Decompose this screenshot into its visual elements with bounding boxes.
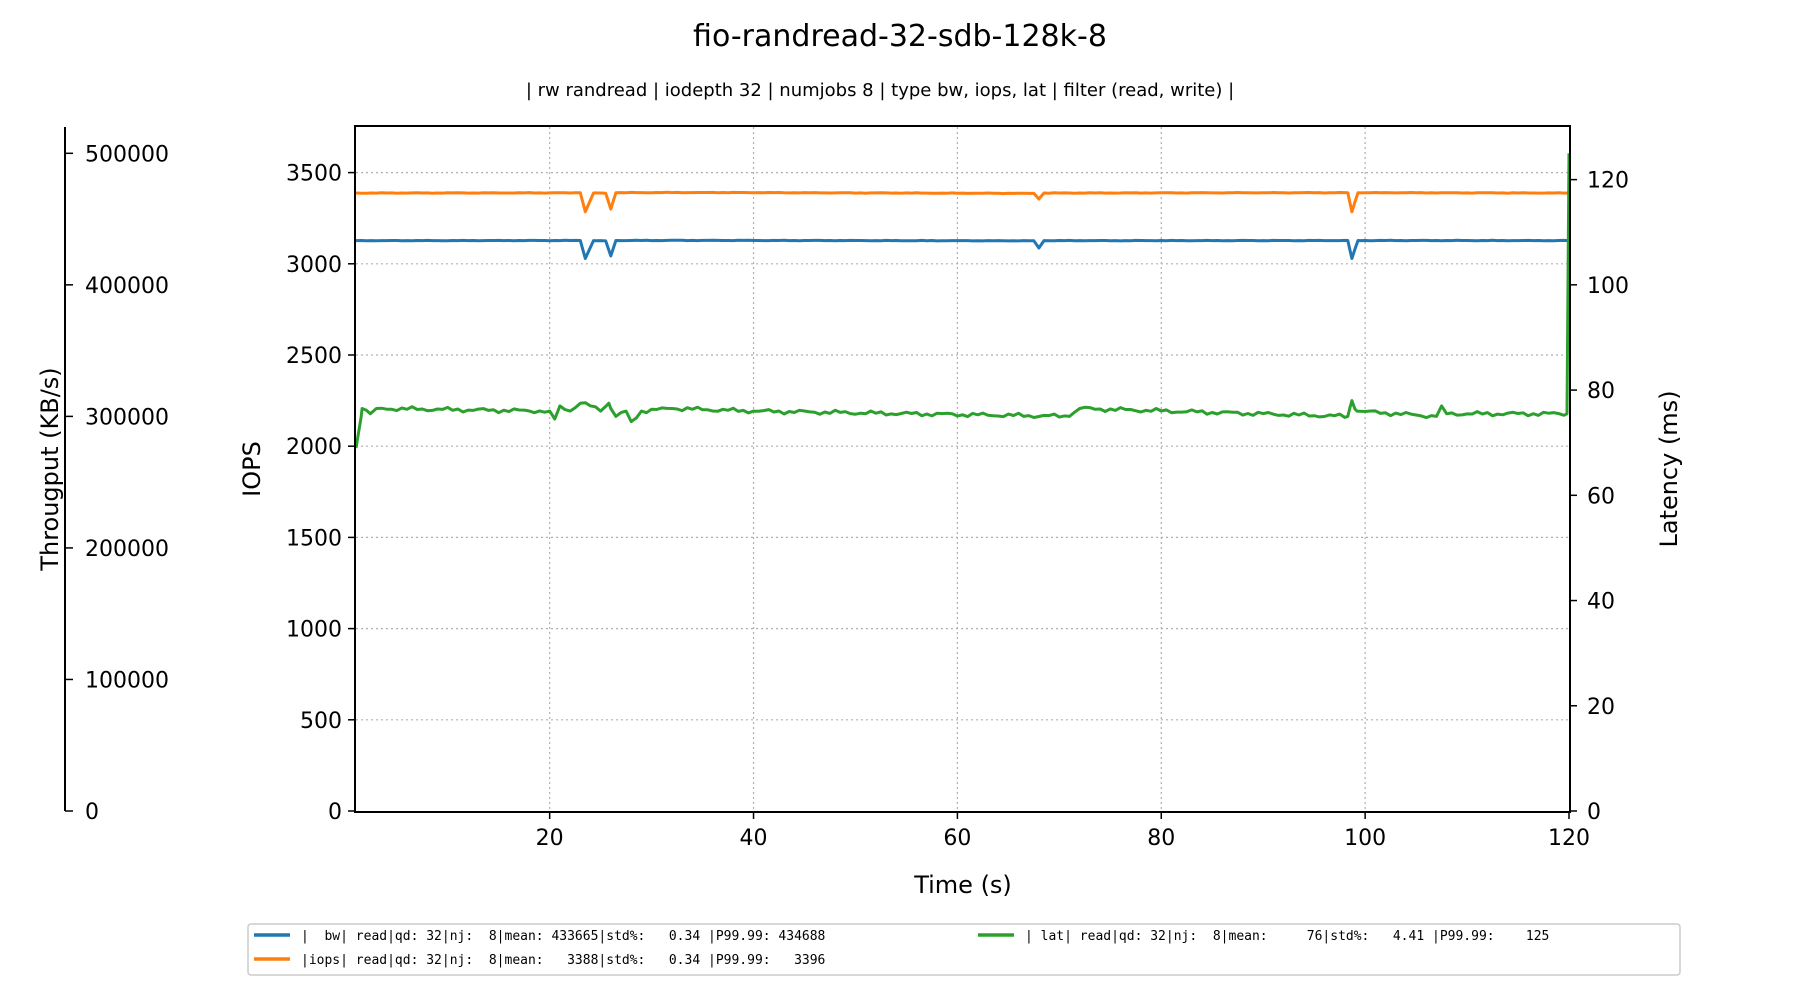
iops-tick-label: 1500 [286,526,342,551]
legend-label-lat: | lat| read|qd: 32|nj: 8|mean: 76|std%: … [1025,929,1549,944]
throughput-tick-label: 100000 [85,668,169,693]
throughput-tick-label: 0 [85,800,99,825]
x-tick-label: 120 [1548,826,1590,851]
iops-axis: 0 500 1000 1500 2000 2500 3000 3500 [286,162,356,825]
legend-label-bw: | bw| read|qd: 32|nj: 8|mean: 433665|std… [301,929,825,944]
x-axis: 20 40 60 80 100 120 [536,811,1590,851]
iops-tick-label: 1000 [286,618,342,643]
latency-series-line [354,153,1571,449]
throughput-tick-label: 400000 [85,274,169,299]
iops-tick-label: 2500 [286,344,342,369]
latency-tick-label: 20 [1587,695,1615,720]
iops-tick-label: 0 [328,800,342,825]
latency-tick-label: 40 [1587,590,1615,615]
x-tick-label: 80 [1147,826,1175,851]
iops-axis-label: IOPS [238,441,266,497]
latency-tick-label: 80 [1587,379,1615,404]
x-tick-label: 60 [943,826,971,851]
chart-subtitle: | rw randread | iodepth 32 | numjobs 8 |… [526,80,1234,101]
throughput-tick-label: 200000 [85,537,169,562]
iops-tick-label: 3500 [286,162,342,187]
legend-box [247,923,1681,976]
throughput-tick-label: 300000 [85,405,169,430]
latency-axis: 0 20 40 60 80 100 120 [1569,169,1629,825]
latency-tick-label: 120 [1587,169,1629,194]
plot-frame [354,125,1571,813]
iops-series-line [355,190,1570,214]
throughput-tick-label: 500000 [85,142,169,167]
latency-tick-label: 100 [1587,274,1629,299]
grid [356,127,1569,811]
series-lines [354,153,1571,449]
iops-tick-label: 3000 [286,253,342,278]
iops-tick-label: 2000 [286,435,342,460]
chart-title: fio-randread-32-sdb-128k-8 [693,19,1107,54]
bw-series-line [355,238,1570,260]
x-tick-label: 40 [740,826,768,851]
legend-label-iops: |iops| read|qd: 32|nj: 8|mean: 3388|std%… [301,953,825,968]
latency-tick-label: 60 [1587,484,1615,509]
x-axis-label: Time (s) [913,871,1012,899]
x-tick-label: 100 [1344,826,1386,851]
legend: | bw| read|qd: 32|nj: 8|mean: 433665|std… [247,923,1681,976]
throughput-axis-label: Througput (KB/s) [36,367,64,571]
latency-tick-label: 0 [1587,800,1601,825]
x-tick-label: 20 [536,826,564,851]
throughput-axis: 0 100000 200000 300000 400000 500000 [64,127,169,825]
iops-tick-label: 500 [300,709,342,734]
latency-axis-label: Latency (ms) [1655,390,1683,547]
